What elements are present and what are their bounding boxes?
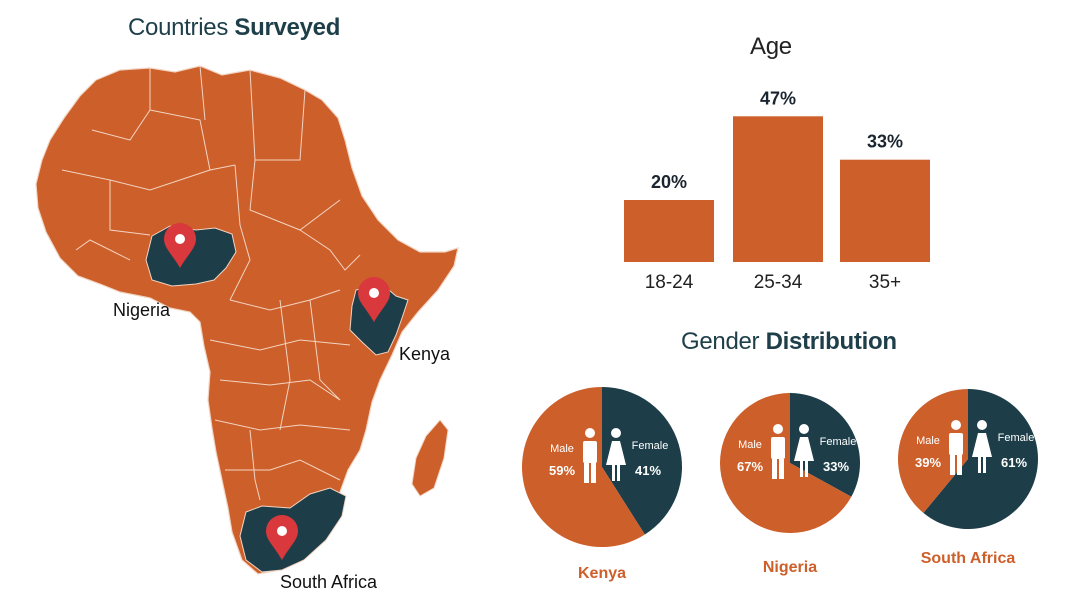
gender-pie-nigeria: Male 67% Female 33% Nigeria xyxy=(720,393,860,576)
pie-value-male: 59% xyxy=(549,463,575,478)
gender-pie-south-africa: Male 39% Female 61% South Africa xyxy=(898,389,1038,567)
pie-label-male: Male xyxy=(738,439,762,451)
female-person-icon xyxy=(606,428,626,481)
map-title: Countries Surveyed xyxy=(128,14,341,41)
age-bar-value: 33% xyxy=(867,132,903,152)
gender-title: Gender Distribution xyxy=(681,328,897,355)
age-category-label: 25-34 xyxy=(754,272,803,293)
nigeria-pin[interactable] xyxy=(164,223,196,268)
age-bar-35+ xyxy=(840,159,930,262)
pie-value-female: 61% xyxy=(1001,455,1027,470)
age-bar-value: 47% xyxy=(760,88,796,108)
nigeria-label: Nigeria xyxy=(113,300,171,320)
map-pin-icon xyxy=(164,223,196,268)
pie-label-female: Female xyxy=(998,432,1035,444)
age-category-label: 35+ xyxy=(869,272,901,293)
south-africa-label: South Africa xyxy=(280,572,378,592)
pie-country-name: Nigeria xyxy=(763,559,817,576)
female-person-icon xyxy=(794,424,814,477)
age-category-label: 18-24 xyxy=(645,272,694,293)
male-person-icon xyxy=(949,420,963,475)
pie-value-male: 39% xyxy=(915,455,941,470)
age-bar-value: 20% xyxy=(651,172,687,192)
pie-value-male: 67% xyxy=(737,459,763,474)
age-bar-25-34 xyxy=(733,116,823,262)
male-person-icon xyxy=(583,428,597,483)
gender-pie-kenya: Male 59% Female 41% Kenya xyxy=(521,387,682,582)
pie-slice-female xyxy=(602,387,682,535)
pie-label-male: Male xyxy=(550,443,574,455)
pie-label-female: Female xyxy=(632,440,669,452)
map-pin-icon xyxy=(266,515,298,560)
pie-value-female: 33% xyxy=(823,459,849,474)
male-person-icon xyxy=(771,424,785,479)
pie-label-male: Male xyxy=(916,435,940,447)
pie-slice-male xyxy=(720,393,852,534)
madagascar xyxy=(411,419,449,497)
kenya-label: Kenya xyxy=(399,344,451,364)
gender-pie-charts: Male 59% Female 41% Kenya Male 67% Female 33% Nig… xyxy=(521,387,1038,582)
africa-map xyxy=(35,65,459,575)
pie-value-female: 41% xyxy=(635,463,661,478)
age-bar-chart: 20% 18-24 47% 25-34 33% 35+ xyxy=(624,88,930,293)
south-africa-pin[interactable] xyxy=(266,515,298,560)
pie-country-name: South Africa xyxy=(921,550,1016,567)
pie-country-name: Kenya xyxy=(578,565,626,582)
female-person-icon xyxy=(972,420,992,473)
age-chart-title: Age xyxy=(750,33,792,60)
pie-slice-male xyxy=(521,387,645,547)
pie-label-female: Female xyxy=(820,436,857,448)
country-borders xyxy=(61,65,361,501)
map-pin-icon xyxy=(358,277,390,322)
pie-slice-male xyxy=(898,389,968,513)
kenya-pin[interactable] xyxy=(358,277,390,322)
age-bar-18-24 xyxy=(624,200,714,262)
